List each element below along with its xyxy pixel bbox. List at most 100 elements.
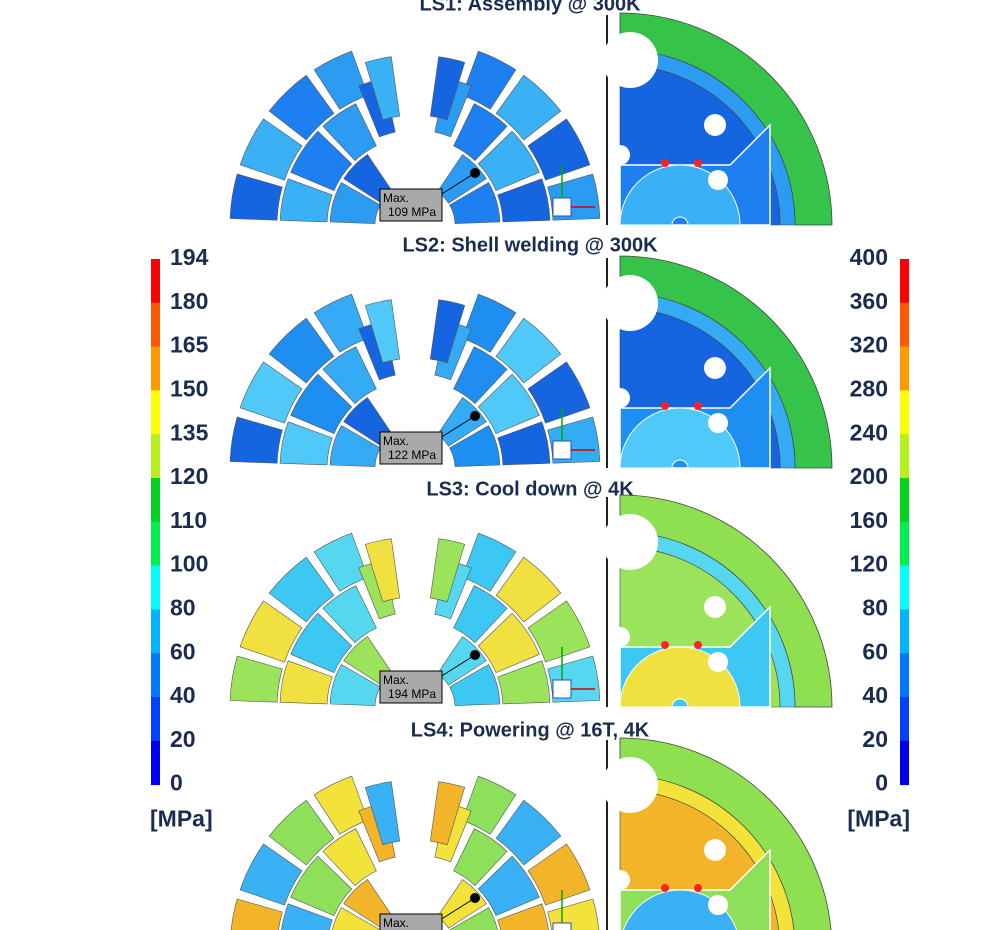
hole — [602, 514, 658, 570]
panel-title: LS4: Powering @ 16T, 4K — [411, 719, 650, 741]
colorbar-tick-label: 320 — [850, 332, 888, 358]
max-value: 109 MPa — [388, 205, 436, 219]
load-step-panel: LS1: Assembly @ 300K Max.109 MPa — [230, 0, 832, 225]
colorbar-unit: [MPa] — [150, 806, 213, 832]
hole — [708, 170, 728, 190]
hole — [602, 32, 658, 88]
colorbar-tick-label: 80 — [170, 594, 196, 620]
colorbar-tick-label: 194 — [170, 244, 209, 270]
colorbar-tick-label: 150 — [170, 375, 208, 401]
axis-icon — [553, 923, 571, 930]
colorbar-band — [151, 478, 160, 522]
colorbar-tick-label: 135 — [170, 419, 209, 445]
axis-icon — [553, 441, 571, 459]
colorbar-band — [900, 697, 909, 741]
colorbar-tick-label: 200 — [850, 463, 888, 489]
colorbar-tick-label: 20 — [170, 726, 196, 752]
hole — [704, 357, 726, 379]
colorbar-band — [151, 697, 160, 741]
colorbar-tick-label: 160 — [850, 507, 888, 533]
colorbar-tick-label: 60 — [862, 638, 888, 664]
load-step-panel: LS4: Powering @ 16T, 4K Max. — [230, 719, 832, 930]
colorbar-unit: [MPa] — [847, 806, 910, 832]
panel-title: LS3: Cool down @ 4K — [426, 478, 634, 500]
stress-spot — [694, 884, 702, 892]
colorbar-band — [900, 434, 909, 478]
max-label: Max. — [383, 916, 409, 930]
colorbar-tick-label: 180 — [170, 288, 208, 314]
panel-title: LS2: Shell welding @ 300K — [402, 234, 658, 256]
colorbar-tick-label: 165 — [170, 332, 209, 358]
colorbar-tick-label: 120 — [170, 463, 208, 489]
load-step-panel: LS3: Cool down @ 4K Max.194 MPa — [230, 478, 832, 707]
stress-spot — [694, 159, 702, 167]
max-label: Max. — [383, 191, 409, 205]
colorbar-band — [151, 609, 160, 653]
hole — [704, 839, 726, 861]
colorbar-tick-label: 0 — [170, 770, 183, 796]
colorbar-band — [151, 566, 160, 610]
colorbar-band — [900, 478, 909, 522]
coil-block — [230, 899, 282, 930]
colorbar-tick-label: 0 — [875, 770, 888, 796]
coil-block — [230, 174, 282, 220]
panels: LS1: Assembly @ 300KMax.109 MPaLS2: Shel… — [230, 0, 832, 930]
colorbar-tick-label: 360 — [850, 288, 888, 314]
colorbar-band — [900, 522, 909, 566]
stress-spot — [661, 402, 669, 410]
colorbar-tick-label: 20 — [862, 726, 888, 752]
stress-spot — [694, 402, 702, 410]
colorbar-band — [151, 522, 160, 566]
max-value: 122 MPa — [388, 448, 436, 462]
colorbar-band — [151, 434, 160, 478]
coil-block — [230, 417, 282, 463]
colorbar-tick-label: 120 — [850, 551, 888, 577]
colorbar-band — [900, 566, 909, 610]
load-step-panel: LS2: Shell welding @ 300K Max.122 MPa — [230, 234, 832, 468]
figure: LS1: Assembly @ 300KMax.109 MPaLS2: Shel… — [0, 0, 988, 930]
colorbar-tick-label: 60 — [170, 638, 196, 664]
hole — [708, 413, 728, 433]
stress-spot — [661, 884, 669, 892]
colorbar-band — [900, 741, 909, 785]
colorbar-band — [900, 259, 909, 303]
colorbar-band — [151, 653, 160, 697]
colorbar-tick-label: 40 — [862, 682, 888, 708]
colorbar-tick-label: 80 — [862, 594, 888, 620]
hole — [610, 870, 630, 890]
hole — [704, 596, 726, 618]
hole — [610, 627, 630, 647]
colorbar-band — [900, 347, 909, 391]
colorbar-band — [151, 741, 160, 785]
hole — [704, 114, 726, 136]
stress-spot — [661, 641, 669, 649]
colorbar-band — [151, 303, 160, 347]
colorbar-tick-label: 40 — [170, 682, 196, 708]
coil-block — [230, 656, 282, 702]
axis-icon — [553, 680, 571, 698]
panel-title: LS1: Assembly @ 300K — [419, 0, 641, 15]
stress-spot — [661, 159, 669, 167]
colorbar-band — [900, 653, 909, 697]
colorbar-tick-label: 240 — [850, 419, 888, 445]
max-label: Max. — [383, 673, 409, 687]
hole — [610, 145, 630, 165]
colorbar-tick-label: 110 — [170, 507, 207, 533]
max-label: Max. — [383, 434, 409, 448]
colorbar-tick-label: 400 — [850, 244, 888, 270]
hole — [708, 652, 728, 672]
axis-icon — [553, 198, 571, 216]
colorbar-tick-label: 100 — [170, 551, 208, 577]
colorbar-tick-label: 280 — [850, 375, 888, 401]
colorbar-band — [900, 609, 909, 653]
colorbar-band — [900, 390, 909, 434]
colorbar-band — [900, 303, 909, 347]
stress-spot — [694, 641, 702, 649]
max-value: 194 MPa — [388, 687, 436, 701]
colorbar-band — [151, 347, 160, 391]
hole — [610, 388, 630, 408]
hole — [708, 895, 728, 915]
hole — [602, 275, 658, 331]
hole — [602, 757, 658, 813]
colorbar-band — [151, 390, 160, 434]
